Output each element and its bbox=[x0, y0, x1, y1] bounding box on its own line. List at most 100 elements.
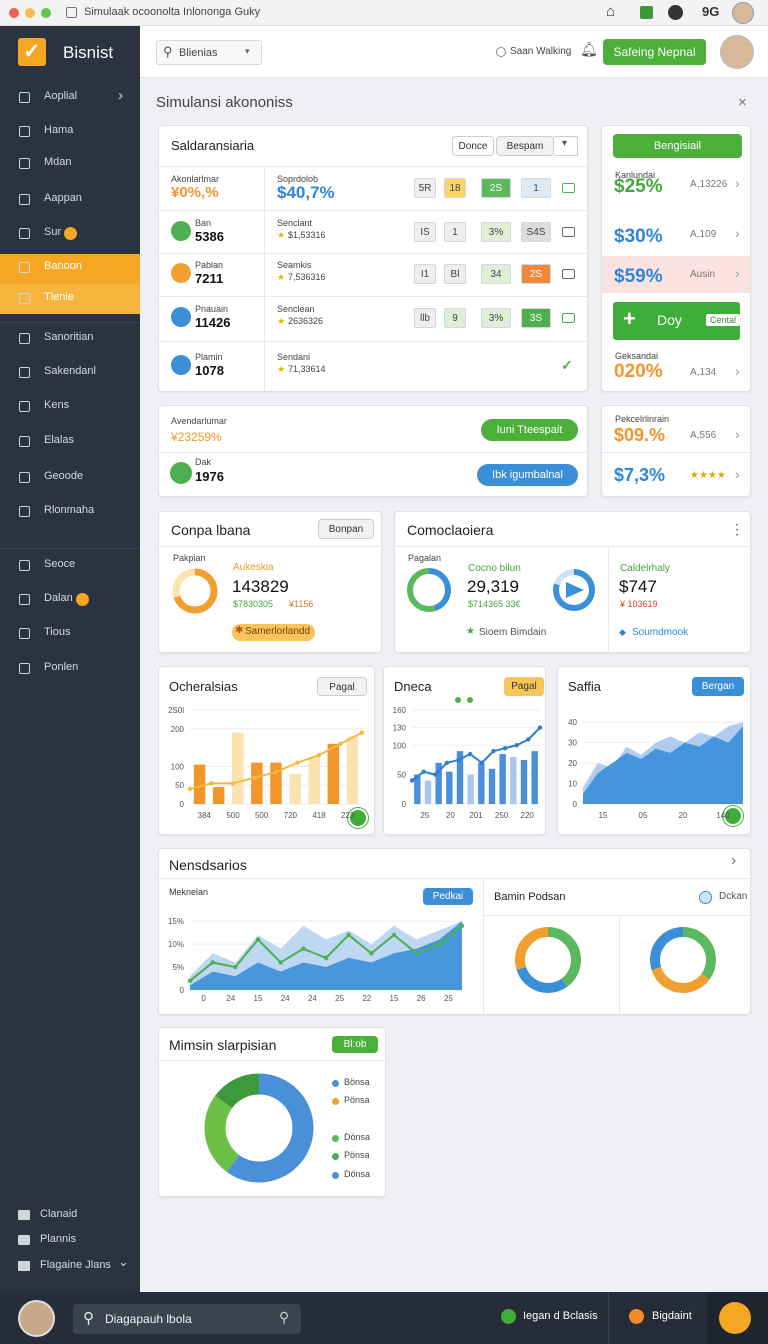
icon bbox=[9, 8, 19, 18]
chip[interactable]: 1 bbox=[444, 222, 466, 242]
panel-name: Aukeskia bbox=[233, 562, 274, 573]
chip[interactable]: 3S bbox=[521, 308, 551, 328]
chip[interactable]: 34 bbox=[481, 264, 511, 284]
icon: ◆ bbox=[619, 627, 626, 637]
card-title: Saffia bbox=[568, 679, 602, 694]
primary-button[interactable]: Safeing Nepnal bbox=[603, 39, 706, 65]
panel-label: Pakpian bbox=[173, 553, 206, 563]
menu-item[interactable]: Seoce bbox=[0, 553, 140, 577]
row-sub-label: Senclean bbox=[277, 304, 315, 314]
icon bbox=[19, 663, 30, 674]
chip[interactable]: 5R bbox=[414, 178, 436, 198]
app-label[interactable]: Bigdaint bbox=[652, 1310, 692, 1322]
button[interactable]: Ibk igumbalnal bbox=[477, 464, 578, 486]
menu-item[interactable]: Rlonmaha bbox=[0, 499, 140, 523]
icon bbox=[501, 1309, 516, 1324]
menu-item[interactable]: Sur bbox=[0, 221, 140, 245]
chip[interactable]: 3% bbox=[481, 308, 511, 328]
button[interactable]: Bergan bbox=[692, 677, 744, 696]
chip[interactable]: 1 bbox=[521, 178, 551, 198]
icon bbox=[723, 806, 743, 826]
card-title: Comoclaoiera bbox=[407, 522, 494, 538]
menu-item[interactable]: Banoon bbox=[0, 255, 140, 279]
button[interactable]: Donce bbox=[452, 136, 494, 156]
stat-value: $30% bbox=[614, 226, 663, 247]
link[interactable]: Saan Walking bbox=[510, 46, 572, 57]
divider bbox=[0, 548, 140, 549]
icon bbox=[720, 35, 754, 69]
icon bbox=[455, 697, 461, 703]
brand: Bisnist bbox=[63, 43, 114, 62]
menu-item[interactable]: Sakendanl bbox=[0, 360, 140, 384]
status-label[interactable]: Iegan d Bclasis bbox=[523, 1310, 598, 1322]
menu-label: Aoplial bbox=[44, 90, 78, 102]
divider bbox=[159, 452, 589, 453]
footer-item[interactable]: Plannis bbox=[0, 1230, 140, 1250]
chip[interactable]: 9 bbox=[444, 308, 466, 328]
action-button[interactable]: + Doy Cental bbox=[613, 302, 741, 340]
search-box[interactable]: ⚲ Diagapauh lbola ⚲ bbox=[73, 1304, 301, 1334]
button[interactable]: Bl:ob bbox=[332, 1036, 378, 1053]
icon: › bbox=[735, 426, 740, 442]
button[interactable]: Bengisiail bbox=[613, 134, 742, 158]
tag: ✱ Samerlorlandd bbox=[232, 624, 315, 641]
footer-item[interactable]: Flagaine Jlans ⌄ bbox=[0, 1254, 140, 1276]
menu-item[interactable]: Dalan bbox=[0, 587, 140, 611]
button[interactable]: Iuni Tteespait bbox=[481, 419, 578, 441]
menu-item[interactable]: Hama bbox=[0, 119, 140, 143]
chip[interactable]: 2S bbox=[521, 264, 551, 284]
footer-item[interactable]: Clanaid bbox=[0, 1205, 140, 1225]
menu-item[interactable]: Tlenie bbox=[0, 286, 140, 310]
menu-label: Elalas bbox=[44, 434, 74, 446]
menu-item[interactable]: Ponlen bbox=[0, 656, 140, 680]
chip[interactable]: I1 bbox=[414, 264, 436, 284]
chip[interactable]: 18 bbox=[444, 178, 466, 198]
menu-item[interactable]: Sanoritian bbox=[0, 326, 140, 350]
menu-item[interactable]: Kens bbox=[0, 394, 140, 418]
menu-item[interactable]: Mdan bbox=[0, 151, 140, 175]
icon bbox=[467, 697, 473, 703]
icon bbox=[170, 462, 192, 484]
button[interactable]: Pagal bbox=[504, 677, 544, 696]
icon bbox=[18, 1300, 55, 1337]
menu-item[interactable]: Aappan bbox=[0, 187, 140, 211]
icon bbox=[19, 126, 30, 137]
icon bbox=[629, 1309, 644, 1324]
icon bbox=[19, 293, 30, 304]
row-sub-label: Seamkis bbox=[277, 260, 312, 270]
menu-item[interactable]: Tious bbox=[0, 621, 140, 645]
stats-card: Bengisiail Kanlundai $25% A,13226 › $30% A,109… bbox=[601, 125, 751, 392]
icon bbox=[732, 2, 754, 24]
row-label: Akonlarlmar bbox=[171, 174, 220, 184]
icon bbox=[332, 1172, 339, 1179]
button[interactable]: Dckan bbox=[719, 891, 748, 902]
chip[interactable]: 3% bbox=[481, 222, 511, 242]
icon: ✓ bbox=[23, 40, 41, 63]
link[interactable]: Soumdmook bbox=[632, 627, 689, 638]
button[interactable]: Pedkai bbox=[423, 888, 473, 905]
button[interactable]: Bonpan bbox=[318, 519, 374, 539]
chip[interactable]: IS bbox=[414, 222, 436, 242]
footer-label: Clanaid bbox=[40, 1208, 78, 1220]
menu-item[interactable]: Geoode bbox=[0, 465, 140, 489]
panel-name: Cocno bilun bbox=[468, 563, 521, 574]
button[interactable]: Bespam bbox=[496, 136, 554, 156]
divider bbox=[159, 166, 589, 167]
icon bbox=[19, 158, 30, 169]
search-box[interactable]: ⚲ Blienias ▾ bbox=[156, 40, 262, 65]
icon bbox=[562, 183, 575, 193]
link[interactable]: Sioem Bimdain bbox=[479, 627, 547, 638]
menu-item[interactable]: Aoplial › bbox=[0, 85, 140, 109]
chip[interactable]: S4S bbox=[521, 222, 551, 242]
chip[interactable]: llb bbox=[414, 308, 436, 328]
button[interactable]: Pagal bbox=[317, 677, 367, 696]
icon bbox=[19, 228, 30, 239]
search-text: Blienias bbox=[179, 47, 218, 59]
highlight bbox=[0, 254, 140, 284]
row-value: 7211 bbox=[195, 271, 224, 286]
menu-item[interactable]: Elalas bbox=[0, 429, 140, 453]
chip[interactable]: Bl bbox=[444, 264, 466, 284]
menu-label: Dalan bbox=[44, 592, 73, 604]
chip[interactable]: 2S bbox=[481, 178, 511, 198]
card-title: Dneca bbox=[394, 679, 432, 694]
